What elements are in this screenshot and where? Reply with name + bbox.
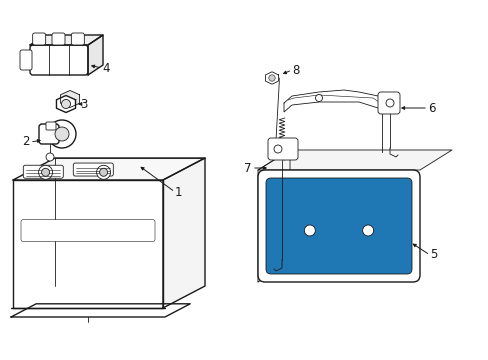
Polygon shape	[163, 158, 204, 308]
Polygon shape	[61, 90, 80, 108]
Circle shape	[100, 168, 107, 176]
Circle shape	[362, 225, 373, 236]
Polygon shape	[13, 180, 163, 308]
FancyBboxPatch shape	[39, 124, 59, 144]
Text: 6: 6	[427, 102, 435, 114]
Text: 2: 2	[22, 135, 30, 148]
Polygon shape	[258, 150, 289, 282]
FancyBboxPatch shape	[258, 170, 419, 282]
Circle shape	[385, 99, 393, 107]
Circle shape	[315, 94, 322, 102]
Text: 3: 3	[80, 98, 87, 111]
Circle shape	[48, 120, 76, 148]
Circle shape	[61, 99, 70, 108]
FancyBboxPatch shape	[52, 33, 65, 45]
Polygon shape	[284, 90, 387, 112]
Polygon shape	[11, 304, 190, 317]
Polygon shape	[30, 35, 103, 45]
Circle shape	[97, 165, 110, 179]
FancyBboxPatch shape	[33, 33, 45, 45]
Polygon shape	[258, 170, 419, 282]
Circle shape	[46, 153, 54, 161]
FancyBboxPatch shape	[21, 220, 155, 242]
Text: 4: 4	[102, 62, 109, 75]
FancyBboxPatch shape	[73, 163, 113, 176]
FancyBboxPatch shape	[46, 122, 56, 130]
Circle shape	[268, 75, 275, 81]
Circle shape	[273, 145, 282, 153]
Circle shape	[55, 127, 69, 141]
FancyBboxPatch shape	[23, 165, 63, 178]
FancyBboxPatch shape	[265, 178, 411, 274]
Polygon shape	[13, 158, 204, 180]
Circle shape	[39, 165, 53, 179]
Polygon shape	[56, 95, 75, 112]
FancyBboxPatch shape	[267, 138, 297, 160]
FancyBboxPatch shape	[71, 33, 84, 45]
Text: 8: 8	[291, 63, 299, 77]
Text: 1: 1	[175, 185, 182, 198]
Circle shape	[304, 225, 315, 236]
FancyBboxPatch shape	[20, 50, 32, 70]
Circle shape	[41, 168, 49, 176]
Text: 5: 5	[429, 248, 436, 261]
FancyBboxPatch shape	[30, 45, 88, 75]
Polygon shape	[88, 35, 103, 75]
Polygon shape	[258, 150, 451, 170]
FancyBboxPatch shape	[377, 92, 399, 114]
Text: 7: 7	[244, 162, 251, 175]
Polygon shape	[265, 72, 278, 84]
